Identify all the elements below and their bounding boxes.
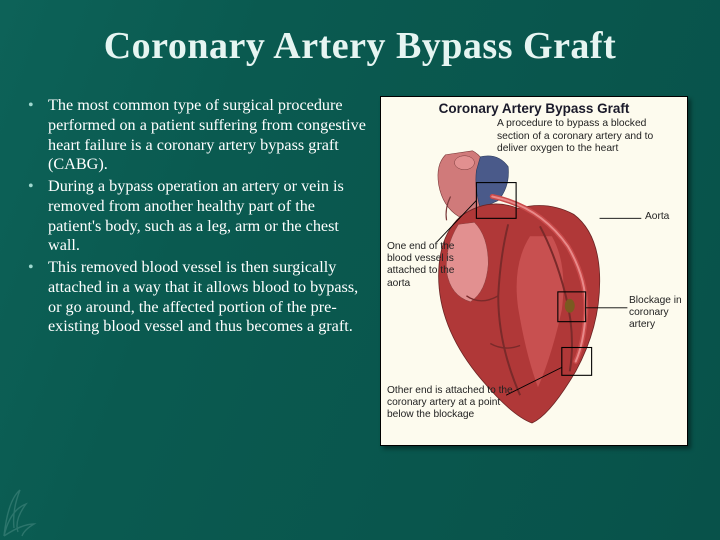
diagram-panel: Coronary Artery Bypass Graft A procedure…	[380, 96, 688, 446]
label-one-end: One end of the blood vessel is attached …	[387, 241, 471, 290]
bullet-item: The most common type of surgical procedu…	[26, 96, 366, 175]
label-blockage: Blockage in coronary artery	[629, 295, 685, 332]
bullet-item: This removed blood vessel is then surgic…	[26, 258, 366, 337]
bullet-item: During a bypass operation an artery or v…	[26, 177, 366, 256]
blockage-marker	[565, 299, 575, 313]
slide-body: The most common type of surgical procedu…	[0, 78, 720, 446]
bullet-list-container: The most common type of surgical procedu…	[26, 96, 366, 446]
bullet-list: The most common type of surgical procedu…	[26, 96, 366, 337]
label-other-end: Other end is attached to the coronary ar…	[387, 385, 521, 422]
label-aorta: Aorta	[645, 211, 669, 223]
slide-title: Coronary Artery Bypass Graft	[0, 0, 720, 78]
slide-root: Coronary Artery Bypass Graft The most co…	[0, 0, 720, 540]
corner-flourish-icon	[0, 470, 70, 540]
